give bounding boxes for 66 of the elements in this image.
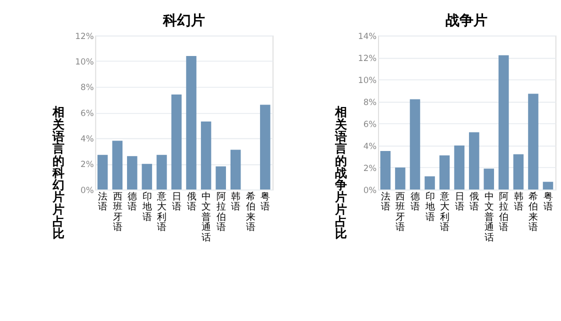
y-tick-label: 12% (75, 30, 94, 41)
y-tick-label: 8% (363, 96, 377, 107)
x-tick-label: 西班牙语 (112, 191, 122, 234)
x-tick-label: 印地语 (424, 191, 434, 223)
y-tick-label: 6% (363, 118, 377, 129)
x-tick-label: 中文普通话 (202, 191, 211, 244)
bar (395, 168, 406, 190)
bar (186, 56, 196, 190)
bar (97, 154, 108, 190)
y-tick-label: 2% (363, 162, 377, 173)
y-tick-label: 4% (80, 133, 94, 144)
text: 相关语言的战争片片占比 (335, 105, 348, 241)
bar (498, 55, 509, 190)
x-tick-label: 德语 (410, 191, 420, 213)
bar (410, 99, 420, 190)
x-tick-label: 粤语 (260, 191, 270, 213)
y-tick-label: 6% (80, 108, 94, 118)
x-tick-label: 德语 (128, 191, 137, 213)
y-tick-label: 0% (363, 184, 377, 195)
x-tick-label: 希伯来语 (246, 191, 255, 234)
x-tick-label: 俄语 (186, 191, 196, 213)
x-tick-label: 印地语 (141, 191, 152, 223)
bar (513, 154, 524, 190)
bar (216, 166, 226, 190)
y-tick-label: 8% (80, 82, 94, 92)
x-tick-label: 西班牙语 (396, 191, 405, 234)
x-tick-label: 阿拉伯语 (499, 191, 508, 234)
bar (439, 155, 450, 190)
bar (528, 94, 538, 190)
y-tick-label: 0% (80, 184, 94, 195)
x-tick-label: 中文普通话 (484, 191, 494, 244)
x-tick-label: 意大利语 (439, 191, 450, 234)
bar (200, 121, 212, 190)
bar (112, 140, 123, 190)
y-tick-label: 4% (363, 140, 377, 151)
bar (484, 168, 494, 190)
bar (142, 164, 152, 190)
x-tick-label: 日语 (454, 191, 464, 213)
x-tick-label: 阿拉伯语 (216, 191, 226, 234)
bar (454, 146, 464, 190)
text: 相关语言的科幻片片占比 (52, 105, 64, 241)
x-tick-label: 俄语 (470, 191, 479, 213)
bar (127, 156, 138, 190)
bar (468, 132, 480, 190)
y-tick-label: 2% (80, 159, 94, 170)
x-tick-label: 日语 (172, 191, 181, 213)
x-tick-label: 希伯来语 (528, 191, 538, 234)
y-tick-label: 14% (358, 30, 377, 41)
x-tick-label: 韩语 (231, 191, 240, 213)
y-tick-label: 12% (358, 52, 377, 63)
y-tick-label: 10% (358, 74, 377, 85)
bar (260, 104, 270, 190)
x-tick-label: 法语 (98, 191, 108, 213)
chart-title: 战争片 (446, 13, 488, 30)
y-tick-label: 10% (75, 56, 94, 66)
bar (230, 150, 241, 190)
bar (542, 182, 554, 190)
chart-title: 科幻片 (162, 13, 205, 30)
x-tick-label: 意大利语 (156, 191, 166, 234)
x-tick-label: 法语 (380, 191, 390, 213)
x-tick-label: 粤语 (544, 191, 553, 213)
bar (156, 154, 167, 190)
bar (424, 176, 435, 190)
bar (380, 151, 391, 190)
bar (171, 94, 182, 190)
x-tick-label: 韩语 (514, 191, 523, 213)
